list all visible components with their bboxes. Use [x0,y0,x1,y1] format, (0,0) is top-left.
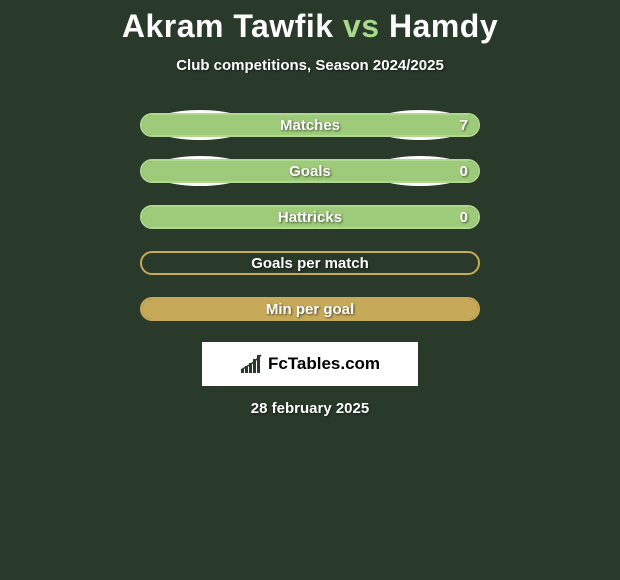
stat-bar: Goals per match [140,251,480,275]
stat-row: Hattricks0 [140,194,480,240]
logo: FcTables.com [240,353,380,375]
vs-text: vs [343,8,380,44]
stat-row: Goals0 [140,148,480,194]
stat-value: 7 [460,117,468,134]
stat-label: Goals [142,163,478,180]
stat-bar: Hattricks0 [140,205,480,229]
stat-label: Hattricks [142,209,478,226]
logo-text: FcTables.com [268,354,380,374]
bars-icon [240,353,262,375]
stat-row: Goals per match [140,240,480,286]
stat-row: Min per goal [140,286,480,332]
stat-bar: Goals0 [140,159,480,183]
stat-bar: Min per goal [140,297,480,321]
stat-bar: Matches7 [140,113,480,137]
player2-name: Hamdy [389,8,498,44]
stat-row: Matches7 [140,102,480,148]
stat-label: Matches [142,117,478,134]
infographic-container: Akram Tawfik vs Hamdy Club competitions,… [0,0,620,417]
subtitle: Club competitions, Season 2024/2025 [176,57,444,74]
comparison-title: Akram Tawfik vs Hamdy [122,8,498,45]
stat-label: Min per goal [142,301,478,318]
player1-name: Akram Tawfik [122,8,334,44]
logo-box: FcTables.com [202,342,418,386]
stat-label: Goals per match [142,255,478,272]
stat-value: 0 [460,163,468,180]
stats-area: Matches7Goals0Hattricks0Goals per matchM… [140,102,480,332]
stat-value: 0 [460,209,468,226]
date-text: 28 february 2025 [251,400,369,417]
